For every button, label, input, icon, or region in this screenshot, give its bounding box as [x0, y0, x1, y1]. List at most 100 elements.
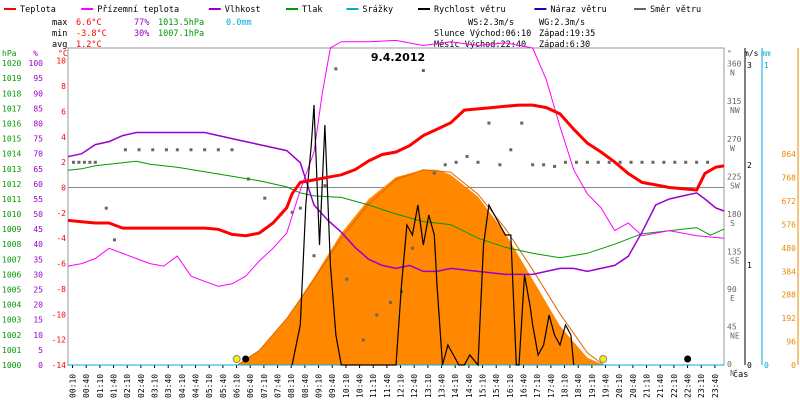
x-tick-label: 10:10 [342, 374, 351, 398]
pct-tick: 50 [33, 210, 43, 219]
hpa-tick: 1000 [2, 361, 21, 370]
wm2-tick: 192 [782, 314, 797, 323]
pct-tick: 5 [38, 346, 43, 355]
x-tick-label: 19:10 [588, 374, 597, 398]
mm-tick: 0 [764, 361, 769, 370]
temp-tick: -6 [56, 260, 66, 269]
wm2-tick: 768 [782, 174, 797, 183]
temp-tick: -14 [52, 361, 67, 370]
pct-tick: 80 [33, 119, 43, 128]
wind-direction-point [175, 148, 179, 152]
wind-direction-point [71, 160, 75, 164]
wind-direction-point [263, 196, 267, 200]
temp-tick: 8 [61, 82, 66, 91]
x-tick-label: 08:40 [301, 374, 310, 398]
deg-tick: 135 [727, 247, 742, 256]
hpa-tick: 1003 [2, 316, 21, 325]
x-tick-label: 00:40 [82, 374, 91, 398]
deg-tick: 270 [727, 135, 742, 144]
deg-tick: 90 [727, 285, 737, 294]
ms-tick: 3 [747, 61, 752, 70]
pct-tick: 70 [33, 150, 43, 159]
pct-tick: 40 [33, 240, 43, 249]
wind-direction-point [77, 160, 81, 164]
x-tick-label: 03:10 [151, 374, 160, 398]
wind-direction-point [323, 184, 327, 188]
wind-direction-point [290, 210, 294, 214]
wind-direction-point [203, 148, 207, 152]
dir-tick: N [730, 69, 735, 78]
dir-tick: NE [730, 331, 740, 340]
temperature-line [67, 103, 725, 238]
wind-speed-line [291, 104, 575, 367]
deg-tick: 45 [727, 322, 737, 331]
dir-tick: E [730, 294, 735, 303]
dir-tick: S [730, 219, 735, 228]
plot-area [67, 39, 725, 367]
dir-tick: NW [730, 106, 740, 115]
wind-direction-point [164, 148, 168, 152]
stats-min-label: min [52, 29, 67, 39]
deg-tick: 0 [727, 360, 732, 369]
x-tick-label: 20:40 [629, 374, 638, 398]
wind-direction-point [312, 254, 316, 258]
x-tick-label: 07:40 [274, 374, 283, 398]
stats-max-temp: 6.6°C [76, 18, 102, 28]
x-tick-label: 12:40 [410, 374, 419, 398]
x-axis-label: čas [733, 369, 748, 380]
hpa-tick: 1016 [2, 119, 21, 128]
wm2-tick: 384 [782, 267, 797, 276]
stats-max-press: 1013.5hPa [158, 18, 204, 28]
legend-label-2: Vlhkost [225, 5, 261, 15]
x-tick-label: 16:40 [520, 374, 529, 398]
x-tick-label: 02:10 [123, 374, 132, 398]
wm2-tick: 672 [782, 197, 797, 206]
x-tick-label: 11:10 [369, 374, 378, 398]
wind-direction-point [618, 160, 622, 164]
sun-marker [232, 355, 241, 363]
legend-label-6: Náraz větru [550, 5, 606, 15]
ms-tick: 1 [747, 261, 752, 270]
x-tick-label: 18:40 [574, 374, 583, 398]
wind-direction-point [695, 160, 699, 164]
wind-direction-point [520, 121, 524, 125]
pct-tick: 75 [33, 135, 43, 144]
x-tick-label: 18:10 [561, 374, 570, 398]
stats-block: max 6.6°C 77% 1013.5hPa 0.0mm min -3.8°C… [52, 18, 252, 50]
stats-avg-label: avg [52, 40, 67, 50]
legend-label-7: Směr větru [650, 5, 701, 15]
info-ws: WS:2.3m/s [468, 18, 514, 28]
wind-direction-point [629, 160, 633, 164]
moon-marker [242, 355, 250, 363]
wind-direction-point [542, 163, 546, 167]
wind-direction-point [104, 206, 108, 210]
wind-direction-point [454, 160, 458, 164]
wind-direction-point [706, 160, 710, 164]
temp-tick: 10 [56, 57, 66, 66]
info-moonset: Západ:6:30 [539, 40, 590, 50]
hpa-tick: 1012 [2, 180, 21, 189]
wm2-tick: 96 [786, 338, 796, 347]
temp-tick: -4 [56, 234, 66, 243]
wind-direction-point [88, 160, 92, 164]
mm-tick: 1 [764, 61, 769, 70]
legend-label-0: Teplota [20, 5, 56, 15]
ground-temp-line [67, 39, 725, 287]
ms-tick: 0 [747, 361, 752, 370]
hpa-tick: 1019 [2, 74, 21, 83]
wind-direction-point [662, 160, 666, 164]
x-tick-label: 23:40 [711, 374, 720, 398]
pct-tick: 95 [33, 74, 43, 83]
stats-max-label: max [52, 18, 67, 28]
wind-direction-point [123, 148, 127, 152]
stats-avg-temp: 1.2°C [76, 40, 102, 50]
pct-tick: 15 [33, 316, 43, 325]
wind-direction-point [345, 277, 349, 281]
wind-direction-point [596, 160, 600, 164]
x-tick-label: 12:10 [397, 374, 406, 398]
pct-tick: 30 [33, 270, 43, 279]
wm2-tick: 576 [782, 220, 797, 229]
x-tick-label: 16:10 [506, 374, 515, 398]
wind-direction-point [230, 148, 234, 152]
